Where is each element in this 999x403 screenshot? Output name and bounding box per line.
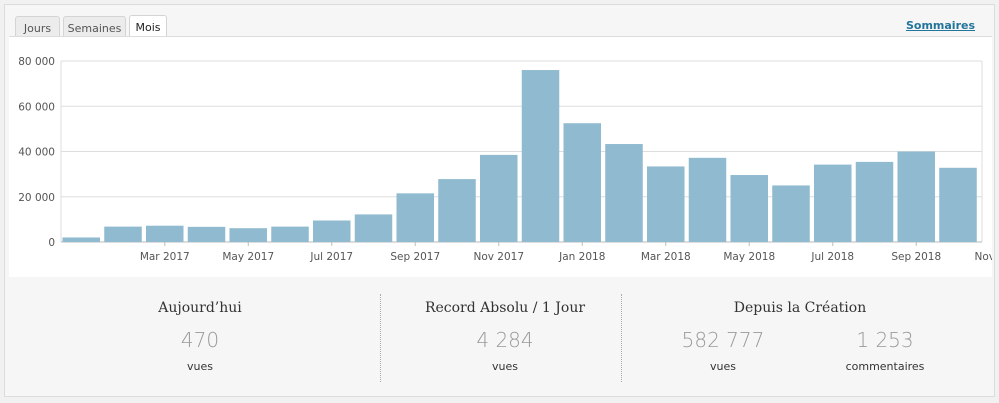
stat-today-value: 470 [180, 328, 220, 352]
y-tick-label: 20 000 [18, 192, 55, 204]
bar[interactable] [939, 167, 977, 242]
stat-since-title: Depuis la Création [733, 300, 867, 316]
x-tick-label: Jan 2018 [558, 251, 605, 263]
bar[interactable] [438, 179, 476, 242]
stat-since-views-unit: vues [710, 360, 736, 373]
bar[interactable] [229, 228, 268, 242]
y-tick-label: 40 000 [18, 147, 55, 159]
bar[interactable] [146, 225, 184, 242]
bar[interactable] [897, 151, 936, 243]
y-tick-label: 60 000 [18, 101, 55, 113]
bar[interactable] [480, 154, 518, 242]
bar[interactable] [647, 166, 685, 242]
y-tick-label: 0 [48, 237, 55, 249]
stats-summary: Aujourd’hui 470 vues Record Absolu / 1 J… [5, 290, 994, 390]
stat-today-unit: vues [187, 360, 213, 373]
x-tick-label: Jul 2018 [810, 251, 854, 263]
bar[interactable] [521, 70, 560, 242]
stat-since-comments-unit: commentaires [845, 360, 925, 373]
x-tick-label: Mar 2017 [140, 251, 190, 263]
bar[interactable] [313, 220, 351, 242]
chart-svg: 0 20 000 40 000 60 000 80 000 Mar 2017 May 201… [18, 56, 999, 263]
stats-divider-2 [621, 294, 622, 382]
stats-panel: Jours Semaines Mois Sommaires 0 20 000 40 … [4, 4, 999, 397]
x-tick-label: Sep 2018 [891, 251, 941, 263]
y-tick-label: 80 000 [18, 56, 55, 68]
stat-since-views-value: 582 777 [681, 328, 765, 352]
x-tick-label: Sep 2017 [390, 251, 440, 263]
x-tick-label: Jul 2017 [309, 251, 353, 263]
bar[interactable] [271, 226, 309, 242]
x-tick-label: Nov 2017 [473, 251, 524, 263]
stat-record-value: 4 284 [476, 328, 534, 352]
bar[interactable] [772, 185, 810, 242]
stat-since-comments-value: 1 253 [856, 328, 914, 352]
monthly-views-chart: 0 20 000 40 000 60 000 80 000 Mar 2017 May 201… [9, 36, 999, 277]
bar[interactable] [688, 157, 727, 242]
stat-record-title: Record Absolu / 1 Jour [424, 300, 586, 316]
x-tick-label: Mar 2018 [641, 251, 691, 263]
bar[interactable] [605, 144, 643, 242]
bar[interactable] [354, 214, 393, 242]
bar[interactable] [62, 237, 101, 242]
stat-record-unit: vues [492, 360, 518, 373]
x-tick-label: May 2018 [723, 251, 775, 263]
x-tick-label: May 2017 [222, 251, 274, 263]
bar[interactable] [563, 123, 602, 242]
x-tick-label: Nov 2018 [974, 251, 992, 263]
stat-since-creation: Depuis la Création 582 777 vues 1 253 co… [625, 290, 975, 390]
summaries-link[interactable]: Sommaires [905, 19, 975, 32]
stat-today-title: Aujourd’hui [158, 300, 242, 316]
stat-today: Aujourd’hui 470 vues [75, 290, 325, 390]
bar[interactable] [396, 193, 435, 242]
stats-divider-1 [380, 294, 381, 382]
stat-record: Record Absolu / 1 Jour 4 284 vues [390, 290, 620, 390]
bar[interactable] [104, 226, 142, 242]
bar[interactable] [814, 164, 852, 242]
bar[interactable] [187, 226, 226, 242]
bar[interactable] [730, 175, 769, 242]
bar[interactable] [855, 161, 894, 242]
